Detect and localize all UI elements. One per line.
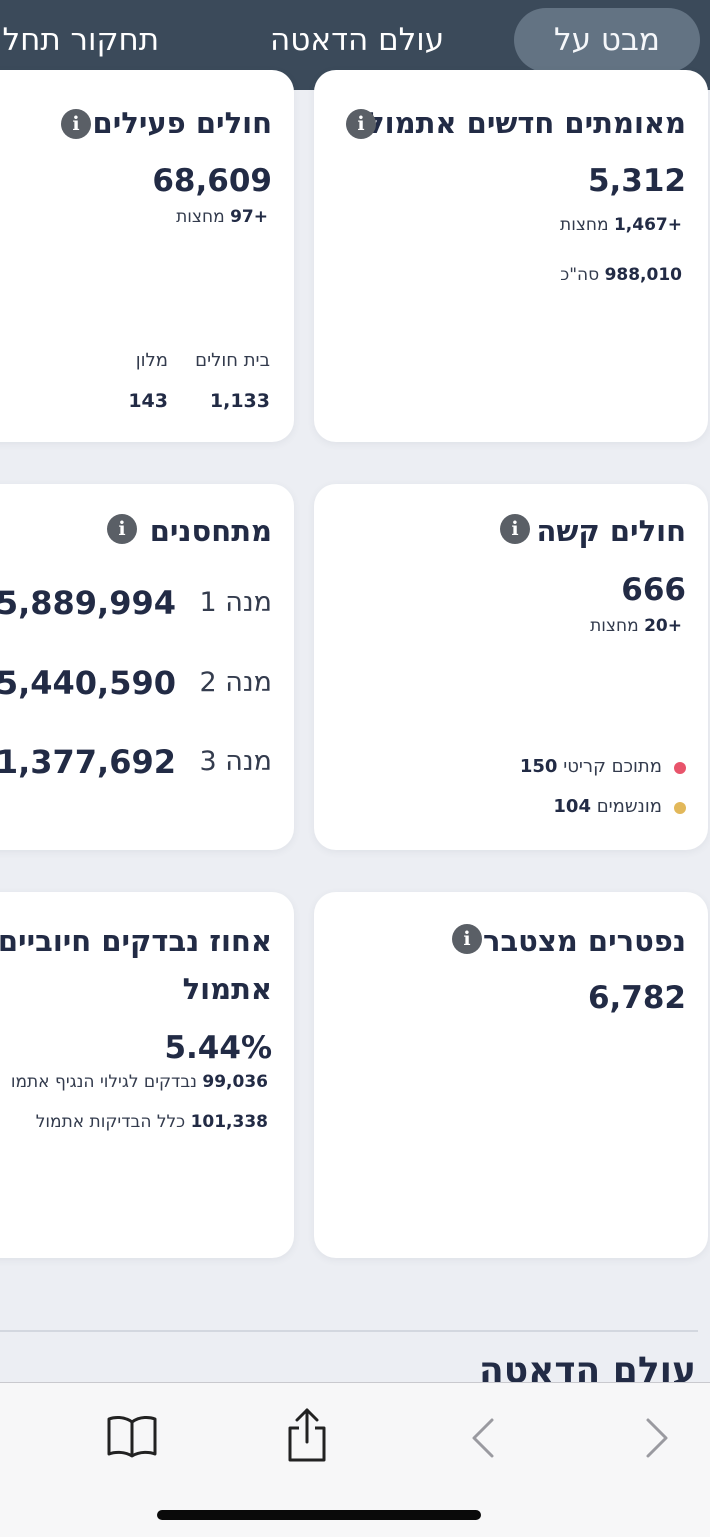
card-active-patients: חולים פעילים i 68,609 +97 מחצות בית חולי… (0, 70, 294, 442)
dose-1-label: מנה 1 (199, 587, 272, 618)
tab-overview[interactable]: מבט על (514, 8, 700, 72)
card-title: חולים קשה (536, 514, 686, 548)
main-value: 5.44% (164, 1030, 272, 1066)
hotel-label: מלון (135, 350, 168, 371)
total-count: 988,010 סה"כ (560, 265, 682, 285)
card-severe: חולים קשה i 666 +20 מחצות מתוכם קריטי 15… (314, 484, 708, 850)
ventilated-count: מונשמים 104 (553, 796, 662, 817)
hotel-value: 143 (128, 390, 168, 412)
since-midnight: +20 מחצות (590, 616, 682, 636)
since-midnight: +97 מחצות (176, 207, 268, 227)
card-title-line2: אתמול (182, 972, 272, 1006)
card-title: מאומתים חדשים אתמול (367, 106, 686, 140)
main-value: 5,312 (587, 163, 686, 199)
card-title: נפטרים מצטבר (483, 924, 686, 958)
info-icon[interactable]: i (107, 514, 137, 544)
info-icon[interactable]: i (346, 109, 376, 139)
main-value: 68,609 (152, 163, 272, 199)
dose-3-label: מנה 3 (199, 746, 272, 777)
since-midnight: +1,467 מחצות (560, 215, 682, 235)
card-title: אחוז נבדקים חיוביים (0, 924, 272, 958)
info-icon[interactable]: i (61, 109, 91, 139)
main-value: 6,782 (587, 980, 686, 1016)
tab-data-world[interactable]: עולם הדאטה (270, 22, 445, 58)
critical-dot (674, 762, 686, 774)
ventilated-dot (674, 802, 686, 814)
info-icon[interactable]: i (452, 924, 482, 954)
chevron-left-icon[interactable] (468, 1416, 500, 1460)
dose-1-value: 5,889,994 (0, 584, 176, 622)
chevron-right-icon[interactable] (640, 1416, 672, 1460)
home-indicator[interactable] (157, 1510, 481, 1520)
card-positive-rate: אחוז נבדקים חיוביים אתמול 5.44% 99,036 נ… (0, 892, 294, 1258)
dose-2-label: מנה 2 (199, 667, 272, 698)
critical-count: מתוכם קריטי 150 (519, 756, 662, 777)
card-new-confirmed: מאומתים חדשים אתמול i 5,312 +1,467 מחצות… (314, 70, 708, 442)
dose-2-value: 5,440,590 (0, 664, 176, 702)
bookmarks-icon[interactable] (106, 1414, 158, 1458)
card-deaths: נפטרים מצטבר i 6,782 (314, 892, 708, 1258)
dose-3-value: 1,377,692 (0, 743, 176, 781)
card-vaccinated: מתחסנים i מנה 1 5,889,994 מנה 2 5,440,59… (0, 484, 294, 850)
main-value: 666 (621, 572, 686, 608)
card-title: חולים פעילים (92, 106, 272, 140)
hospital-label: בית חולים (195, 350, 270, 371)
share-icon[interactable] (284, 1406, 330, 1464)
section-divider (0, 1330, 698, 1332)
info-icon[interactable]: i (500, 514, 530, 544)
card-title: מתחסנים (149, 514, 272, 548)
hospital-value: 1,133 (209, 390, 270, 412)
tab-investigation[interactable]: תחקור תחלו (0, 22, 160, 58)
all-tests-yesterday: 101,338 כלל הבדיקות אתמול (35, 1112, 268, 1132)
tested-yesterday: 99,036 נבדקים לגילוי הנגיף אתמו (10, 1072, 268, 1092)
